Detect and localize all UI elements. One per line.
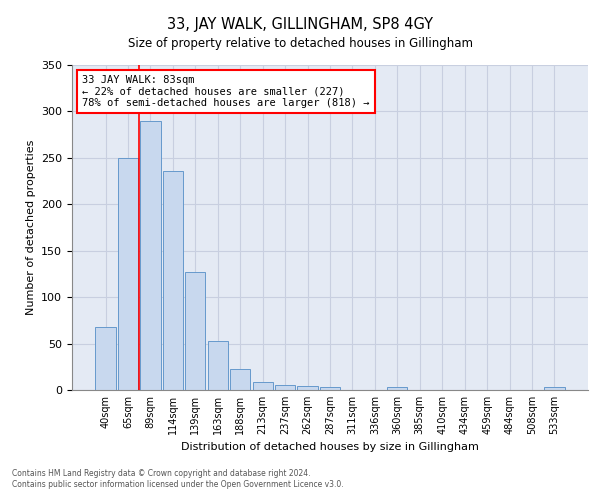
Bar [95, 327, 116, 390]
Bar [163, 171, 183, 390]
Text: 33, JAY WALK, GILLINGHAM, SP8 4GY: 33, JAY WALK, GILLINGHAM, SP8 4GY [167, 18, 433, 32]
Bar [118, 158, 138, 390]
Y-axis label: Number of detached properties: Number of detached properties [26, 140, 35, 315]
Bar [230, 368, 250, 390]
Bar [298, 386, 317, 390]
Text: Distribution of detached houses by size in Gillingham: Distribution of detached houses by size … [181, 442, 479, 452]
Bar [387, 387, 407, 390]
Text: Contains HM Land Registry data © Crown copyright and database right 2024.: Contains HM Land Registry data © Crown c… [12, 468, 311, 477]
Bar [253, 382, 273, 390]
Bar [275, 386, 295, 390]
Bar [208, 341, 228, 390]
Text: Contains public sector information licensed under the Open Government Licence v3: Contains public sector information licen… [12, 480, 344, 489]
Text: Size of property relative to detached houses in Gillingham: Size of property relative to detached ho… [128, 38, 473, 51]
Text: 33 JAY WALK: 83sqm
← 22% of detached houses are smaller (227)
78% of semi-detach: 33 JAY WALK: 83sqm ← 22% of detached hou… [82, 74, 370, 108]
Bar [185, 272, 205, 390]
Bar [544, 387, 565, 390]
Bar [140, 120, 161, 390]
Bar [320, 387, 340, 390]
